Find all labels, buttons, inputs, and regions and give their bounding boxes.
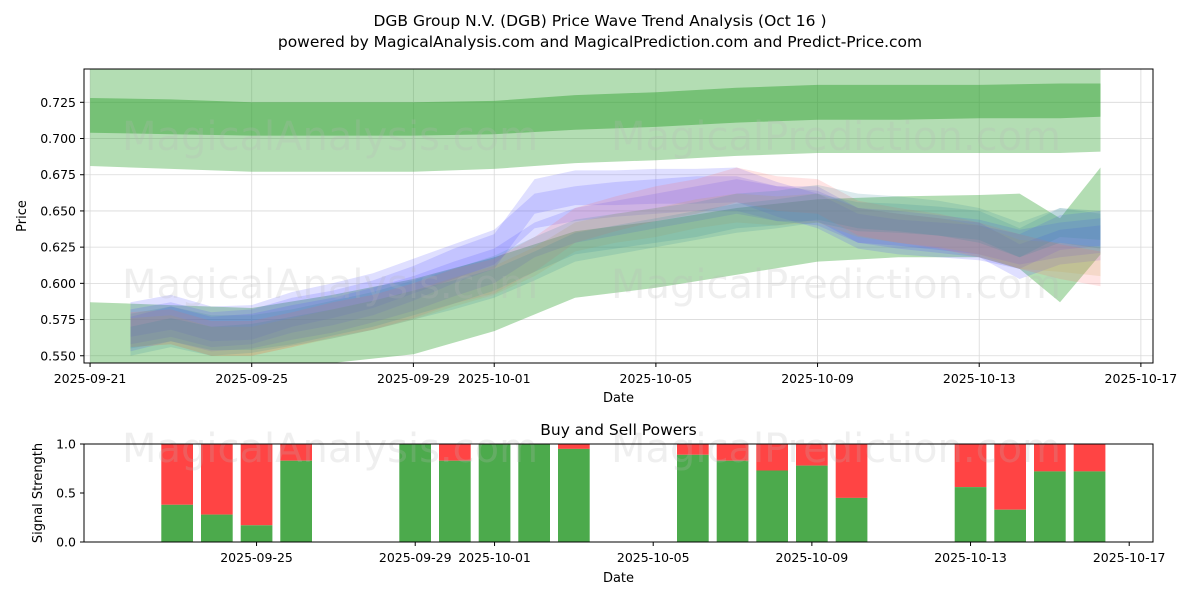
- x-tick-label: 2025-10-01: [458, 371, 531, 386]
- x-tick-label: 2025-10-17: [1093, 550, 1166, 565]
- buy-bar: [796, 465, 828, 542]
- buy-bar: [280, 460, 312, 542]
- sell-bar: [558, 444, 590, 449]
- chart-subtitle: powered by MagicalAnalysis.com and Magic…: [278, 33, 922, 51]
- x-tick-label: 2025-09-25: [215, 371, 288, 386]
- x-tick-label: 2025-10-17: [1105, 371, 1178, 386]
- x-tick-label: 2025-09-29: [377, 371, 450, 386]
- x-tick-label: 2025-09-21: [54, 371, 127, 386]
- sell-bar: [954, 444, 987, 488]
- buy-bar: [954, 487, 987, 542]
- buy-bar: [201, 514, 233, 542]
- sell-bar: [1034, 444, 1066, 472]
- buy-bar: [677, 454, 709, 542]
- y-tick-label: 0.675: [40, 167, 76, 182]
- blue-wave-1: [130, 167, 1101, 348]
- buy-bar: [835, 497, 868, 542]
- watermark-text: MagicalAnalysis.com: [122, 262, 538, 308]
- price-panel: MagicalAnalysis.com MagicalPrediction.com…: [15, 68, 1178, 406]
- watermark-text: MagicalAnalysis.com: [122, 114, 538, 160]
- y-tick-label: 0.650: [40, 203, 76, 218]
- y-axis-label: Price: [15, 200, 30, 232]
- buy-bar: [478, 444, 511, 542]
- buy-bar: [716, 460, 749, 542]
- sell-bar: [716, 444, 749, 461]
- price-plot-area: [90, 69, 1101, 363]
- signal-title: Buy and Sell Powers: [540, 421, 697, 439]
- x-tick-label: 2025-10-05: [620, 371, 693, 386]
- sell-bar: [677, 444, 709, 455]
- buy-bar: [399, 444, 431, 542]
- green-inner-band: [90, 83, 1101, 136]
- watermark-text: MagicalPrediction.com: [611, 426, 1061, 472]
- buy-bar: [439, 460, 471, 542]
- sell-bar: [240, 444, 273, 526]
- x-tick-label: 2025-10-09: [781, 371, 854, 386]
- watermark-text: MagicalPrediction.com: [611, 114, 1061, 160]
- buy-bar: [1073, 471, 1106, 542]
- buy-bar: [518, 444, 550, 542]
- sell-bar: [1073, 444, 1106, 472]
- sell-bar: [796, 444, 828, 466]
- teal-wave-2: [130, 193, 1101, 356]
- price-axes-frame: [83, 68, 1154, 364]
- y-tick-label: 0.575: [40, 312, 76, 327]
- y-tick-label: 1.0: [56, 437, 76, 452]
- orange-wave-1: [130, 193, 1101, 356]
- x-tick-label: 2025-10-05: [617, 550, 690, 565]
- sell-bar: [756, 444, 788, 471]
- x-tick-label: 2025-09-29: [379, 550, 452, 565]
- x-tick-label: 2025-10-13: [943, 371, 1016, 386]
- sell-bar: [201, 444, 233, 515]
- y-axis-label: Signal Strength: [31, 443, 46, 543]
- y-tick-label: 0.625: [40, 240, 76, 255]
- x-axis-label: Date: [603, 571, 634, 586]
- sell-bar: [439, 444, 471, 461]
- watermark-text: MagicalAnalysis.com: [122, 426, 538, 472]
- buy-bar: [161, 504, 193, 542]
- x-tick-label: 2025-10-01: [458, 550, 531, 565]
- sell-bar: [280, 444, 312, 461]
- blue-wave-3: [130, 179, 1101, 352]
- blue-wave-2: [130, 176, 1101, 342]
- chart-title: DGB Group N.V. (DGB) Price Wave Trend An…: [373, 12, 826, 30]
- y-tick-label: 0.700: [40, 131, 76, 146]
- watermark-text: MagicalPrediction.com: [611, 262, 1061, 308]
- buy-bar: [1034, 471, 1066, 542]
- y-tick-label: 0.5: [56, 486, 76, 501]
- buy-bar: [558, 448, 590, 542]
- price-grid: [84, 69, 1153, 363]
- x-axis-label: Date: [603, 391, 634, 406]
- green-outer-band: [90, 69, 1101, 172]
- x-tick-label: 2025-10-13: [934, 550, 1007, 565]
- green-lower-band: [90, 167, 1101, 363]
- buy-bar: [240, 525, 273, 542]
- x-tick-label: 2025-09-25: [220, 550, 293, 565]
- y-tick-label: 0.600: [40, 276, 76, 291]
- y-tick-label: 0.0: [56, 535, 76, 550]
- buy-bar: [756, 470, 788, 542]
- sell-bar: [994, 444, 1026, 510]
- sell-bar: [161, 444, 193, 505]
- teal-wave-1: [130, 184, 1101, 350]
- red-wave-1: [130, 167, 1101, 356]
- y-tick-label: 0.550: [40, 348, 76, 363]
- sell-bar: [835, 444, 868, 498]
- buy-bar: [994, 509, 1026, 542]
- x-tick-label: 2025-10-09: [776, 550, 849, 565]
- y-tick-label: 0.725: [40, 95, 76, 110]
